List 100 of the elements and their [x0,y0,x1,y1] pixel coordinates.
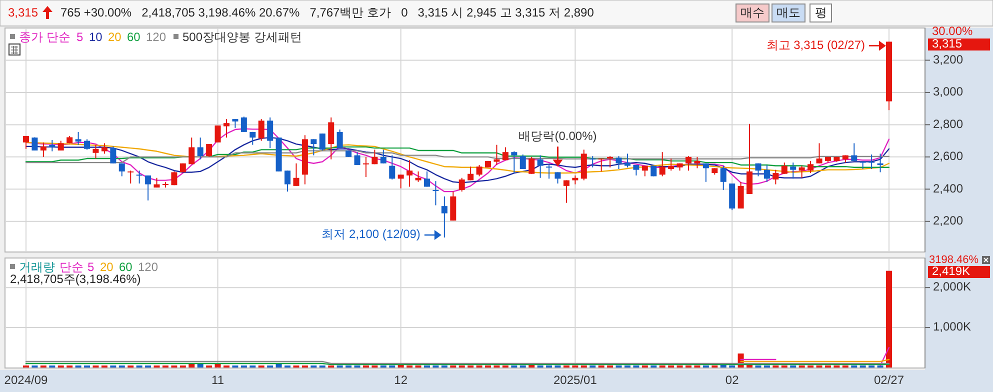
y-tick-label: 2,600 [933,149,964,164]
candlestick [668,158,674,172]
candlestick [58,140,64,151]
candlestick [389,154,396,180]
candlestick [851,142,858,162]
y-tick-label: 3,200 [933,52,964,66]
y-tick-label: 3,000 [933,84,964,99]
candlestick [755,162,762,177]
x-tick-label: 2025/01 [553,373,598,388]
text: 10 [89,30,103,44]
candlestick [23,135,29,150]
candlestick [336,129,343,149]
text: 2,418,705주(3,198.46%) [10,272,141,286]
text: 3,315 [932,36,962,51]
candlestick [310,138,317,156]
candlestick [240,116,247,132]
candlestick [528,156,535,174]
candlestick [328,116,334,160]
candlestick [214,124,221,143]
candlestick [537,154,544,178]
legend-title: 종가 단순 [19,30,70,44]
text: 평 [814,6,827,20]
candlestick [171,170,178,186]
candlestick [877,153,884,173]
candlestick [380,149,386,164]
candlestick [197,137,204,160]
text: 5 [88,260,94,274]
candlestick [101,142,108,154]
text: 60 [119,260,133,274]
chart-title: 거래량 [19,260,55,274]
candlestick [49,140,56,152]
candlestick [772,169,779,185]
y-tick-label: 1,000K [933,320,972,334]
legend-label: 120 [146,30,166,44]
candlestick [145,174,152,201]
bar [886,270,892,368]
x-tick-label: 11 [212,373,224,388]
x-tick-label: 12 [394,373,408,388]
candlestick [40,142,46,158]
candlestick [746,123,753,194]
candlestick [764,164,770,182]
candlestick [372,149,378,165]
candlestick [92,144,99,160]
candlestick [441,196,448,238]
candlestick [868,154,875,170]
candlestick [398,174,404,189]
candlestick [598,158,604,172]
text: 5 [76,30,84,44]
candlestick [128,170,134,184]
annotation: 배당락(0.00%) [518,128,597,143]
candlestick [424,170,430,188]
candlestick [258,118,264,142]
chart-title: 3,315 [8,6,38,20]
candlestick [118,162,125,177]
candlestick [250,131,256,146]
candlestick [563,180,570,204]
candlestick [520,154,526,170]
candlestick [223,118,230,138]
text: 매수 [740,6,764,20]
text: 20 [100,260,114,274]
candlestick [738,181,744,209]
candlestick [354,152,360,166]
chart-subtitle: 765 +30.00% 2,418,705 3,198.46% 20.67% 7,767백만 호가 0 3,315 시 2,945 고 3,315 저 2,890 [60,6,594,20]
text: 2,419K [932,264,970,278]
candlestick [206,144,212,158]
candlestick [624,153,630,168]
candlestick [720,165,726,190]
candlestick [319,133,326,151]
annotation: 최저 2,100 (12/09) [322,227,420,242]
candlestick [590,156,596,168]
candlestick [616,156,622,170]
text: 20 [108,30,122,44]
candlestick [808,160,814,174]
candlestick [362,156,369,178]
candlestick [554,172,561,184]
y-tick-label: 2,800 [933,116,964,131]
x-tick-label: 02/27 [874,373,904,388]
candlestick [502,146,508,161]
text: 매도 [776,6,800,20]
candlestick [781,162,788,174]
candlestick [694,156,700,169]
candlestick [686,156,692,172]
x-tick-label: 02 [725,373,740,388]
text: 120 [138,260,158,274]
candlestick [458,177,465,192]
candlestick [267,116,274,149]
annotation: 500장대양봉 강세패턴 [182,30,302,44]
candlestick [702,162,709,182]
candlestick [790,162,796,180]
candlestick [136,170,142,184]
candlestick [494,144,500,166]
candlestick [75,131,82,146]
candlestick [284,170,291,192]
candlestick [546,164,552,180]
candlestick [659,152,666,177]
y-tick-label: 2,000K [933,280,972,294]
candlestick [415,170,422,182]
annotation: 최고 3,315 (02/27) [766,38,866,52]
y-tick-label: 2,400 [933,181,964,196]
text: 60 [127,30,141,44]
